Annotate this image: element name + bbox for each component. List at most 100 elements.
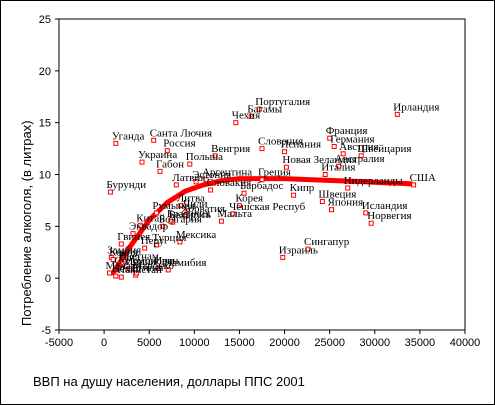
data-point-label: Габон — [156, 158, 184, 170]
data-point — [193, 179, 199, 185]
data-point-label: Австралия — [335, 153, 385, 165]
data-point — [160, 223, 166, 229]
data-point — [340, 151, 346, 157]
data-point-label: Словения — [258, 136, 303, 148]
data-point-label: Австрия — [339, 141, 378, 153]
data-point-label: Гвинея — [117, 231, 150, 243]
data-point-label: Турция — [152, 232, 186, 244]
data-point-label: Исландия — [362, 200, 408, 212]
y-axis-title: Потребление алкоголя, (в литрах) — [19, 120, 34, 326]
data-point-label: Норвегия — [367, 210, 411, 222]
x-tick-label: 15000 — [224, 337, 255, 349]
data-point — [411, 182, 417, 188]
data-point-label: Чили — [183, 198, 208, 210]
data-point-label: Китай — [136, 212, 165, 224]
x-tick-label: 10000 — [179, 337, 210, 349]
data-point-label: Португалия — [255, 96, 310, 108]
data-point — [187, 161, 193, 167]
x-tick-label: 40000 — [450, 337, 481, 349]
data-point — [177, 239, 183, 245]
data-point — [291, 192, 297, 198]
data-point-label: Польша — [186, 151, 223, 163]
x-axis-ticks: -5000 0 5000 10000 15000 20000 25000 30000 35000… — [45, 330, 480, 349]
data-point — [305, 246, 311, 252]
data-point-label: Чешская Респуб — [229, 201, 306, 213]
y-tick-label: 0 — [45, 273, 51, 285]
data-point-label: Бразилия — [167, 208, 210, 220]
data-point-label: Гана — [118, 252, 140, 264]
data-point — [241, 190, 247, 196]
data-point-label: Египет — [132, 262, 165, 274]
x-tick-label: 0 — [101, 337, 107, 349]
data-point — [134, 270, 140, 276]
data-point — [110, 257, 116, 262]
data-point — [259, 146, 265, 152]
data-point — [230, 211, 236, 217]
data-point-label: Замбия — [107, 244, 141, 256]
data-point-label: Нидерланды — [344, 175, 404, 187]
data-point-label: Украина — [138, 149, 177, 161]
data-point-label: Израиль — [279, 244, 318, 256]
data-point — [212, 153, 218, 159]
data-point — [322, 172, 328, 177]
data-point — [116, 265, 121, 271]
data-point-label: Италия — [321, 162, 355, 174]
data-point — [345, 185, 351, 191]
x-axis-title: ВВП на душу населения, доллары ППС 2001 — [33, 374, 305, 389]
data-point — [157, 168, 163, 174]
data-point-label: США — [410, 172, 436, 184]
data-point-label: Малави — [106, 260, 142, 272]
data-point-label: Намибия — [164, 257, 206, 269]
data-point — [368, 220, 374, 226]
data-point — [203, 177, 209, 183]
data-point-label: Аргентина — [202, 167, 252, 179]
data-point — [113, 273, 119, 279]
data-point — [126, 266, 132, 272]
data-point-label: Россия — [163, 138, 195, 150]
data-point-label: Латвия — [172, 172, 205, 184]
data-point — [259, 177, 265, 183]
data-point-label: Эквадор — [129, 221, 169, 233]
data-point — [233, 120, 239, 126]
data-point-label: Индия — [125, 256, 155, 268]
data-point — [394, 111, 400, 117]
data-point-label: Чехия — [232, 110, 260, 122]
data-point — [182, 213, 188, 219]
data-point — [139, 159, 145, 165]
data-point — [358, 153, 364, 159]
data-point-label: Румыния — [152, 200, 195, 212]
data-point-label: Иран — [154, 255, 178, 267]
y-tick-label: 20 — [39, 66, 51, 78]
data-point — [155, 265, 161, 271]
points-layer — [107, 106, 417, 280]
data-point — [118, 241, 124, 247]
data-point-label: Словакия — [207, 177, 252, 189]
x-tick-label: 35000 — [405, 337, 436, 349]
data-point — [168, 218, 174, 224]
data-point — [280, 254, 286, 260]
data-point-label: Венгрия — [211, 143, 250, 155]
data-point — [153, 210, 159, 216]
x-tick-label: 5000 — [137, 337, 161, 349]
data-point-label: Бурунди — [106, 179, 146, 191]
data-point — [282, 149, 288, 155]
data-point-label: Германия — [330, 134, 374, 146]
data-point — [137, 222, 143, 228]
data-point-label: Хорватия — [181, 203, 225, 215]
point-labels-layer: ИрландияСШАПортугалияБагамыЧехияФранцияГ… — [106, 96, 440, 276]
data-point — [120, 261, 126, 267]
data-point-label: Беларусь — [169, 209, 211, 221]
data-point — [336, 163, 342, 169]
x-tick-label: 30000 — [359, 337, 390, 349]
data-point-label: Кения — [109, 247, 138, 259]
data-point-label: Барбадос — [240, 180, 284, 192]
x-tick-label: 25000 — [314, 337, 345, 349]
data-point-label: Перу — [141, 235, 165, 247]
data-point — [327, 135, 333, 141]
data-point-label: Испания — [281, 139, 321, 151]
data-point-label: Корея — [235, 193, 263, 205]
data-point-label: Мексика — [176, 229, 217, 241]
data-point-label: Новая Зеландия — [282, 154, 356, 166]
data-point — [130, 231, 136, 237]
